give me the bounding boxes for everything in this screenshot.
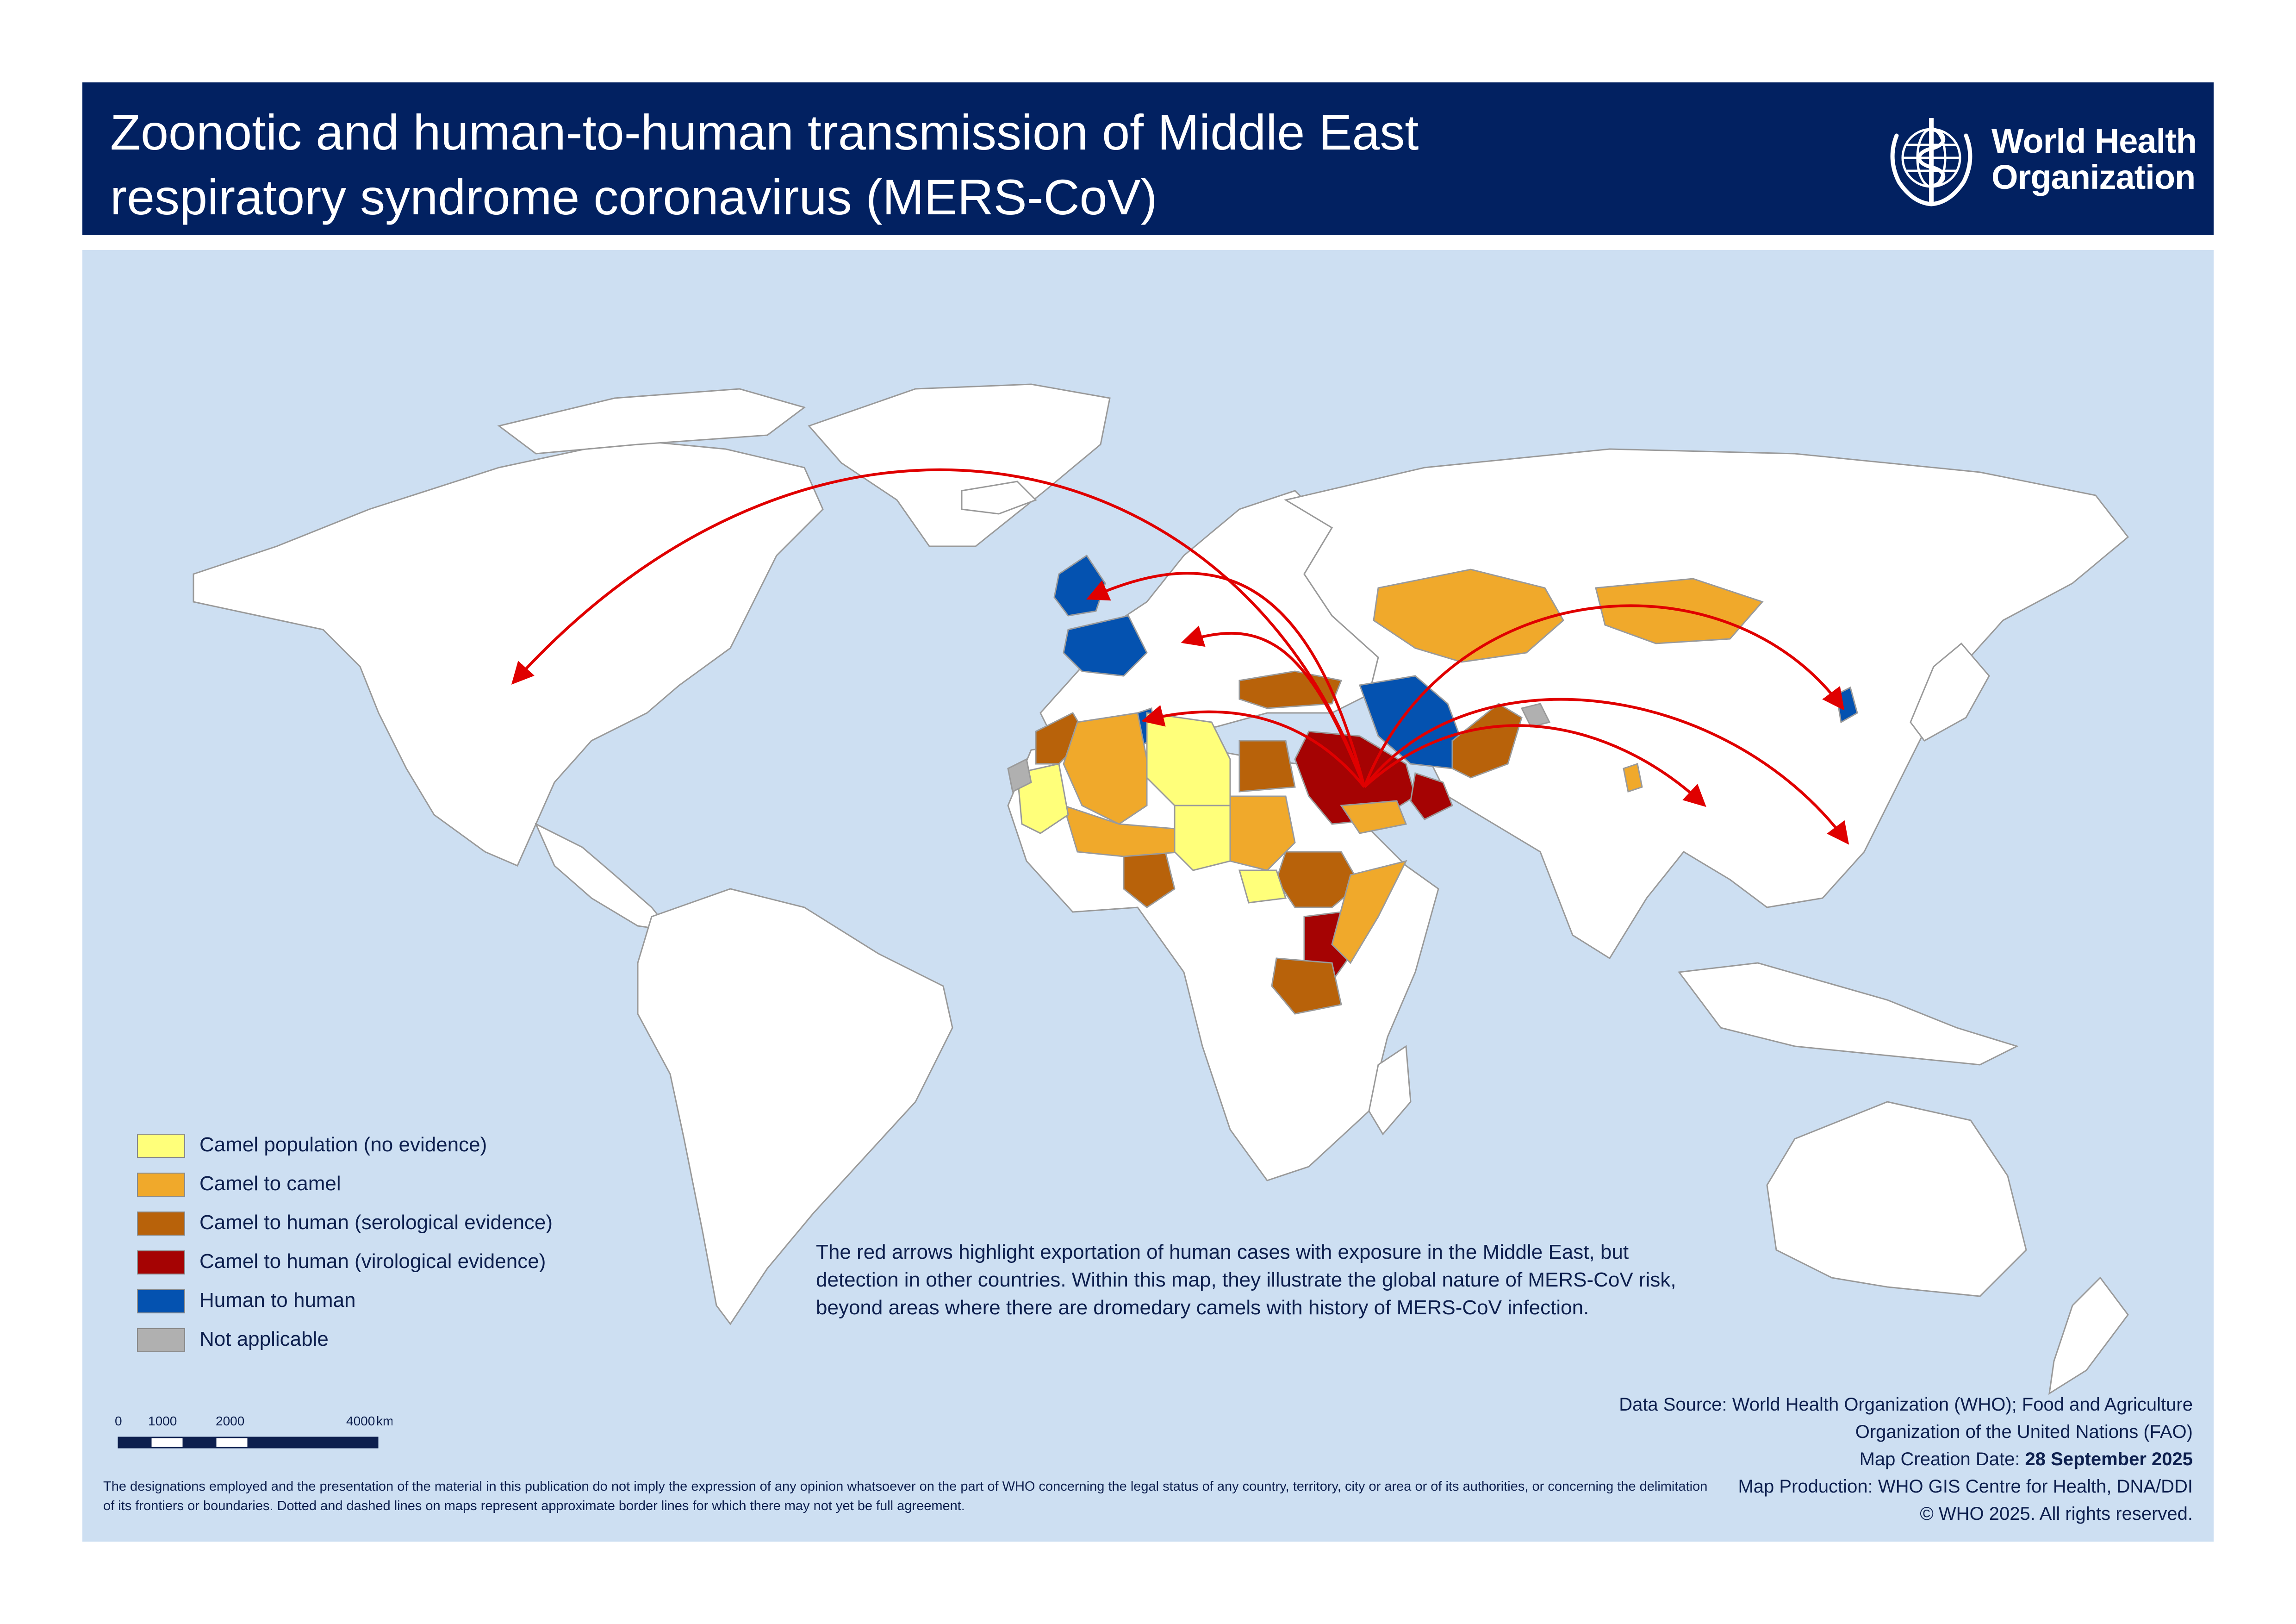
legend-swatch [137, 1212, 185, 1236]
legend-label: Camel to human (serological evidence) [199, 1211, 553, 1234]
arrow-to-thailand [1363, 724, 1706, 807]
map-panel: Camel population (no evidence) Camel to … [82, 250, 2214, 1542]
who-wordmark: World Health Organization [1991, 122, 2197, 196]
legend-swatch [137, 1328, 185, 1352]
land-australia [1766, 1101, 2027, 1297]
source-credits: Data Source: World Health Organization (… [1545, 1391, 2193, 1528]
land-arctic-islands [497, 388, 806, 455]
land-madagascar [1368, 1045, 1412, 1136]
legend-label: Camel population (no evidence) [199, 1133, 487, 1156]
arrow-to-tunisia [1141, 705, 1366, 788]
country-united-kingdom [1053, 554, 1106, 617]
arrow-to-korea [1363, 604, 1845, 788]
land-japan [1910, 642, 1990, 742]
scale-unit: km [376, 1414, 392, 1428]
country-pakistan-afghanistan [1451, 703, 1523, 779]
arrow-to-united-kingdom [1086, 572, 1366, 787]
country-oman-uae [1410, 772, 1453, 820]
scale-label-4000: 4000 [346, 1414, 375, 1428]
land-iceland [961, 481, 1037, 515]
who-wordmark-line-1: World Health [1991, 122, 2197, 160]
country-yemen [1340, 800, 1407, 834]
who-emblem-icon [1890, 118, 1972, 206]
map-disclaimer: The designations employed and the presen… [103, 1479, 1708, 1513]
country-western-sahara [1007, 758, 1032, 793]
country-turkey [1238, 670, 1343, 709]
creation-date-line: Map Creation Date: 28 September 2025 [1545, 1446, 2193, 1473]
land-maritime-southeast-asia [1678, 962, 2019, 1066]
land-greenland [808, 383, 1111, 547]
legend-label: Camel to human (virological evidence) [199, 1250, 546, 1273]
country-tanzania [1271, 957, 1342, 1015]
country-somalia [1331, 860, 1407, 964]
country-kazakhstan [1373, 568, 1564, 663]
country-south-sudan [1238, 869, 1287, 904]
world-map [193, 383, 2129, 1395]
choropleth-countries [1007, 554, 1858, 1015]
country-kashmir [1520, 703, 1551, 728]
scale-label-1000: 1000 [148, 1414, 177, 1428]
land-south-america [637, 888, 953, 1325]
map-production: Map Production: WHO GIS Centre for Healt… [1738, 1476, 2193, 1497]
country-bangladesh [1623, 763, 1643, 793]
arrow-to-usa [511, 468, 1366, 788]
creation-date: 28 September 2025 [2025, 1449, 2193, 1469]
legend-label: Not applicable [199, 1328, 329, 1350]
legend-swatch [137, 1289, 185, 1313]
legend-swatch [137, 1173, 185, 1197]
map-title: Zoonotic and human-to-human transmission… [110, 100, 1591, 230]
land-north-america [193, 439, 824, 867]
legend-swatch [137, 1250, 185, 1274]
country-egypt [1238, 740, 1296, 793]
copyright: © WHO 2025. All rights reserved. [1920, 1504, 2193, 1524]
arrow-explanation: The red arrows highlight exportation of … [816, 1241, 1676, 1319]
header-banner: Zoonotic and human-to-human transmission… [82, 82, 2214, 235]
land-central-america [534, 822, 672, 932]
who-wordmark-line-2: Organization [1991, 158, 2196, 196]
creation-date-label: Map Creation Date: [1859, 1449, 2025, 1469]
country-france [1063, 615, 1148, 677]
arrow-to-philippines [1363, 698, 1849, 845]
land-new-zealand [2048, 1276, 2129, 1395]
legend-swatch [137, 1134, 185, 1158]
scale-label-2000: 2000 [216, 1414, 244, 1428]
data-source: Data Source: World Health Organization (… [1619, 1394, 2193, 1442]
title-line-2: respiratory syndrome coronavirus (MERS-C… [110, 169, 1157, 225]
country-chad [1174, 805, 1231, 871]
scale-label-0: 0 [115, 1414, 122, 1428]
legend-label: Human to human [199, 1289, 356, 1312]
arrow-to-austria [1181, 625, 1366, 788]
scale-bar: 0 1000 2000 4000 km [115, 1414, 392, 1449]
title-line-1: Zoonotic and human-to-human transmission… [110, 104, 1419, 160]
exportation-arrows [511, 468, 1849, 845]
country-algeria [1063, 712, 1148, 825]
legend-label: Camel to camel [199, 1172, 341, 1195]
